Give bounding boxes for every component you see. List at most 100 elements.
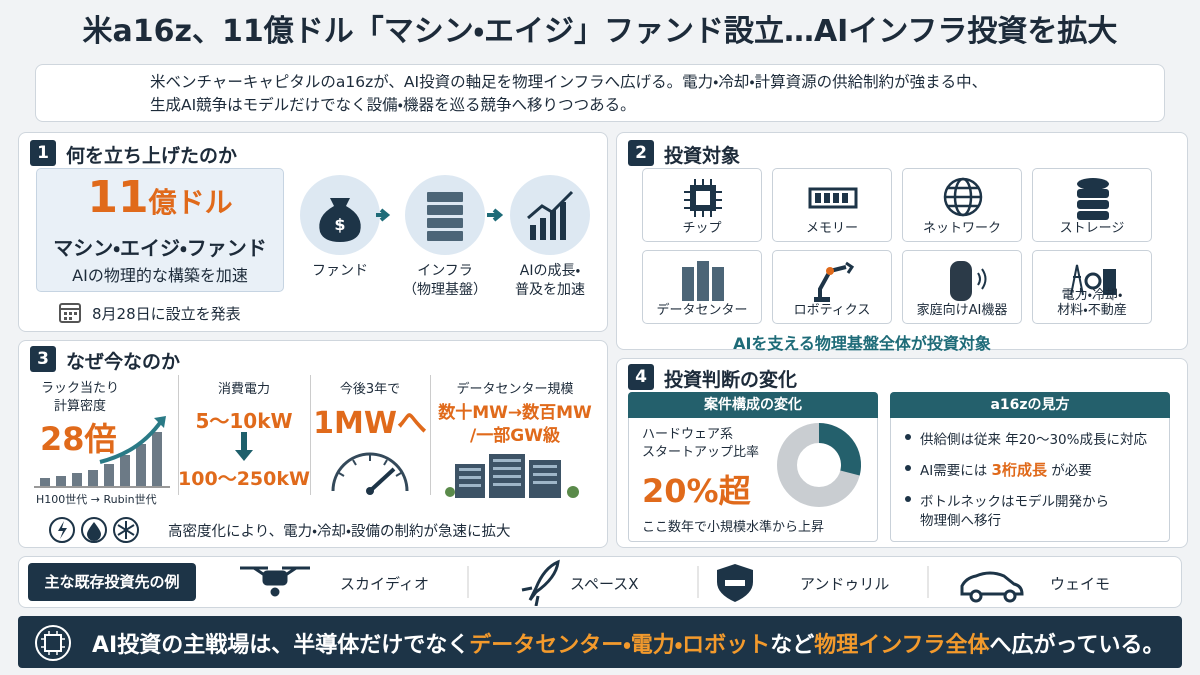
text-segment: ボトルネックはモデル開発から	[920, 494, 1109, 510]
section-title: なぜ今なのか	[66, 351, 181, 373]
examples-bar	[18, 556, 1182, 608]
tile-icon	[1077, 178, 1109, 220]
amount: 11	[87, 172, 149, 223]
label-line: （物理基盤）	[403, 282, 487, 298]
value-line: /一部GW級	[470, 426, 560, 446]
tile-icon	[682, 261, 724, 301]
lead-line: 米ベンチャーキャピタルのa16zが、AI投資の軸足を物理インフラへ広げる。電力・…	[150, 73, 988, 91]
lead-box	[35, 64, 1165, 122]
bullet-dot	[905, 465, 911, 471]
lead-line: 生成AI競争はモデルだけでなく設備・機器を巡る競争へ移りつつある。	[150, 96, 636, 114]
gauge-icon	[331, 452, 409, 495]
svg-text:$: $	[334, 215, 345, 234]
divider	[430, 375, 431, 495]
text-segment: 供給側は従来 年20〜30%成長に対応	[920, 432, 1147, 448]
tile: メモリー	[772, 168, 892, 242]
section-number: 4	[628, 364, 654, 390]
bullet-line: ボトルネックはモデル開発から	[920, 490, 1109, 510]
section-number: 1	[30, 140, 56, 166]
banner-icon	[35, 625, 71, 661]
section-3	[18, 340, 608, 548]
emphasis: 3桁成長	[991, 461, 1047, 479]
density-bars	[34, 416, 170, 488]
label-line: ストレージ	[1059, 221, 1125, 236]
fund-goal: AIの物理的な構築を加速	[72, 266, 248, 285]
tile-label: ネットワーク	[903, 221, 1021, 236]
tile-icon	[943, 177, 983, 217]
bullet-dot	[905, 434, 911, 440]
tile-label: メモリー	[773, 221, 891, 236]
tile: チップ	[642, 168, 762, 242]
text-segment: など	[770, 633, 815, 658]
label-line: インフラ	[417, 263, 473, 279]
bullet-dot	[905, 496, 911, 502]
outlook-value: 1MWへ	[313, 406, 427, 441]
company-name: ウェイモ	[1050, 575, 1111, 593]
tile: ロボティクス	[772, 250, 892, 324]
label-line: 家庭向けAI機器	[916, 303, 1008, 318]
panel-header: 案件構成の変化	[628, 392, 878, 418]
text-segment: AI投資の主戦場は、半導体だけでなく	[92, 633, 470, 658]
text-segment: が必要	[1046, 463, 1092, 479]
power-arrow	[235, 432, 253, 461]
label-line: ハードウェア系	[642, 427, 734, 442]
text-segment: AI需要には	[920, 463, 992, 479]
section-number: 2	[628, 140, 654, 166]
tile: ネットワーク	[902, 168, 1022, 242]
fund-amount: 11億ドル	[87, 172, 232, 223]
density-caption: H100世代 → Rubin世代	[36, 493, 157, 506]
flow-label: ファンド	[312, 262, 368, 281]
company-icons	[240, 559, 1024, 606]
power-to: 100〜250kW	[178, 468, 310, 490]
label-line: AIの成長・	[519, 263, 581, 279]
bullet-line: 供給側は従来 年20〜30%成長に対応	[920, 428, 1147, 448]
flow-label: AIの成長・ 普及を加速	[515, 262, 585, 300]
constraint-icons	[49, 517, 139, 543]
flow-icons: $	[300, 175, 590, 255]
flow-label: インフラ （物理基盤）	[403, 262, 487, 300]
company-name: スカイディオ	[340, 575, 429, 593]
date-note: 8月28日に設立を発表	[92, 305, 241, 323]
outlook-label: 今後3年で	[339, 382, 401, 397]
label-line: メモリー	[805, 221, 858, 236]
label-line: ラック当たり	[40, 381, 120, 396]
tile: データセンター	[642, 250, 762, 324]
tile-icon	[684, 179, 722, 217]
tile-label: 家庭向けAI機器	[903, 303, 1021, 318]
section-footer: 高密度化により、電力・冷却・設備の制約が急速に拡大	[168, 524, 511, 540]
scale-label: データセンター規模	[456, 382, 574, 397]
emphasis: データセンター・電力・ロボット	[469, 633, 771, 658]
tile-icon	[950, 261, 987, 301]
examples-label: 主な既存投資先の例	[28, 563, 196, 601]
company-name: アンドゥリル	[800, 575, 890, 593]
panel-header: a16zの見方	[890, 392, 1170, 418]
density-value: 28倍	[40, 420, 117, 458]
tile-label: ロボティクス	[773, 303, 891, 318]
donut-icon	[777, 423, 861, 507]
tile: 電力・冷却・ 材料・不動産	[1032, 250, 1152, 324]
label-line: ファンド	[312, 263, 368, 279]
tile-icon	[808, 187, 858, 209]
label-line: チップ	[682, 221, 722, 236]
tile-icon	[814, 261, 855, 302]
tile-label: 電力・冷却・ 材料・不動産	[1033, 288, 1151, 318]
label-line: データセンター	[656, 303, 748, 318]
section-footer: AIを支える物理基盤全体が投資対象	[733, 334, 991, 353]
tile: 家庭向けAI機器	[902, 250, 1022, 324]
section-number: 3	[30, 346, 56, 372]
label-line: 普及を加速	[515, 282, 585, 298]
text-segment: へ広がっている。	[989, 633, 1165, 658]
fund-name: マシン・エイジ・ファンド	[53, 236, 267, 260]
label-line: ネットワーク	[922, 221, 1001, 236]
banner-text: AI投資の主戦場は、半導体だけでなくデータセンター・電力・ロボットなど物理インフ…	[92, 627, 1164, 659]
amount-unit: 億ドル	[148, 186, 233, 219]
label-line: 電力・冷却・	[1061, 288, 1123, 303]
buildings-icon	[445, 454, 579, 498]
emphasis: 物理インフラ全体	[814, 633, 990, 658]
text-segment: 物理側へ移行	[920, 513, 1001, 529]
banner-box	[18, 616, 1182, 668]
title: 米a16z、11億ドル「マシン・エイジ」ファンド設立…AIインフラ投資を拡大	[82, 14, 1118, 49]
label-line: ロボティクス	[793, 303, 871, 318]
bullet-line: AI需要には 3桁成長 が必要	[920, 459, 1092, 480]
